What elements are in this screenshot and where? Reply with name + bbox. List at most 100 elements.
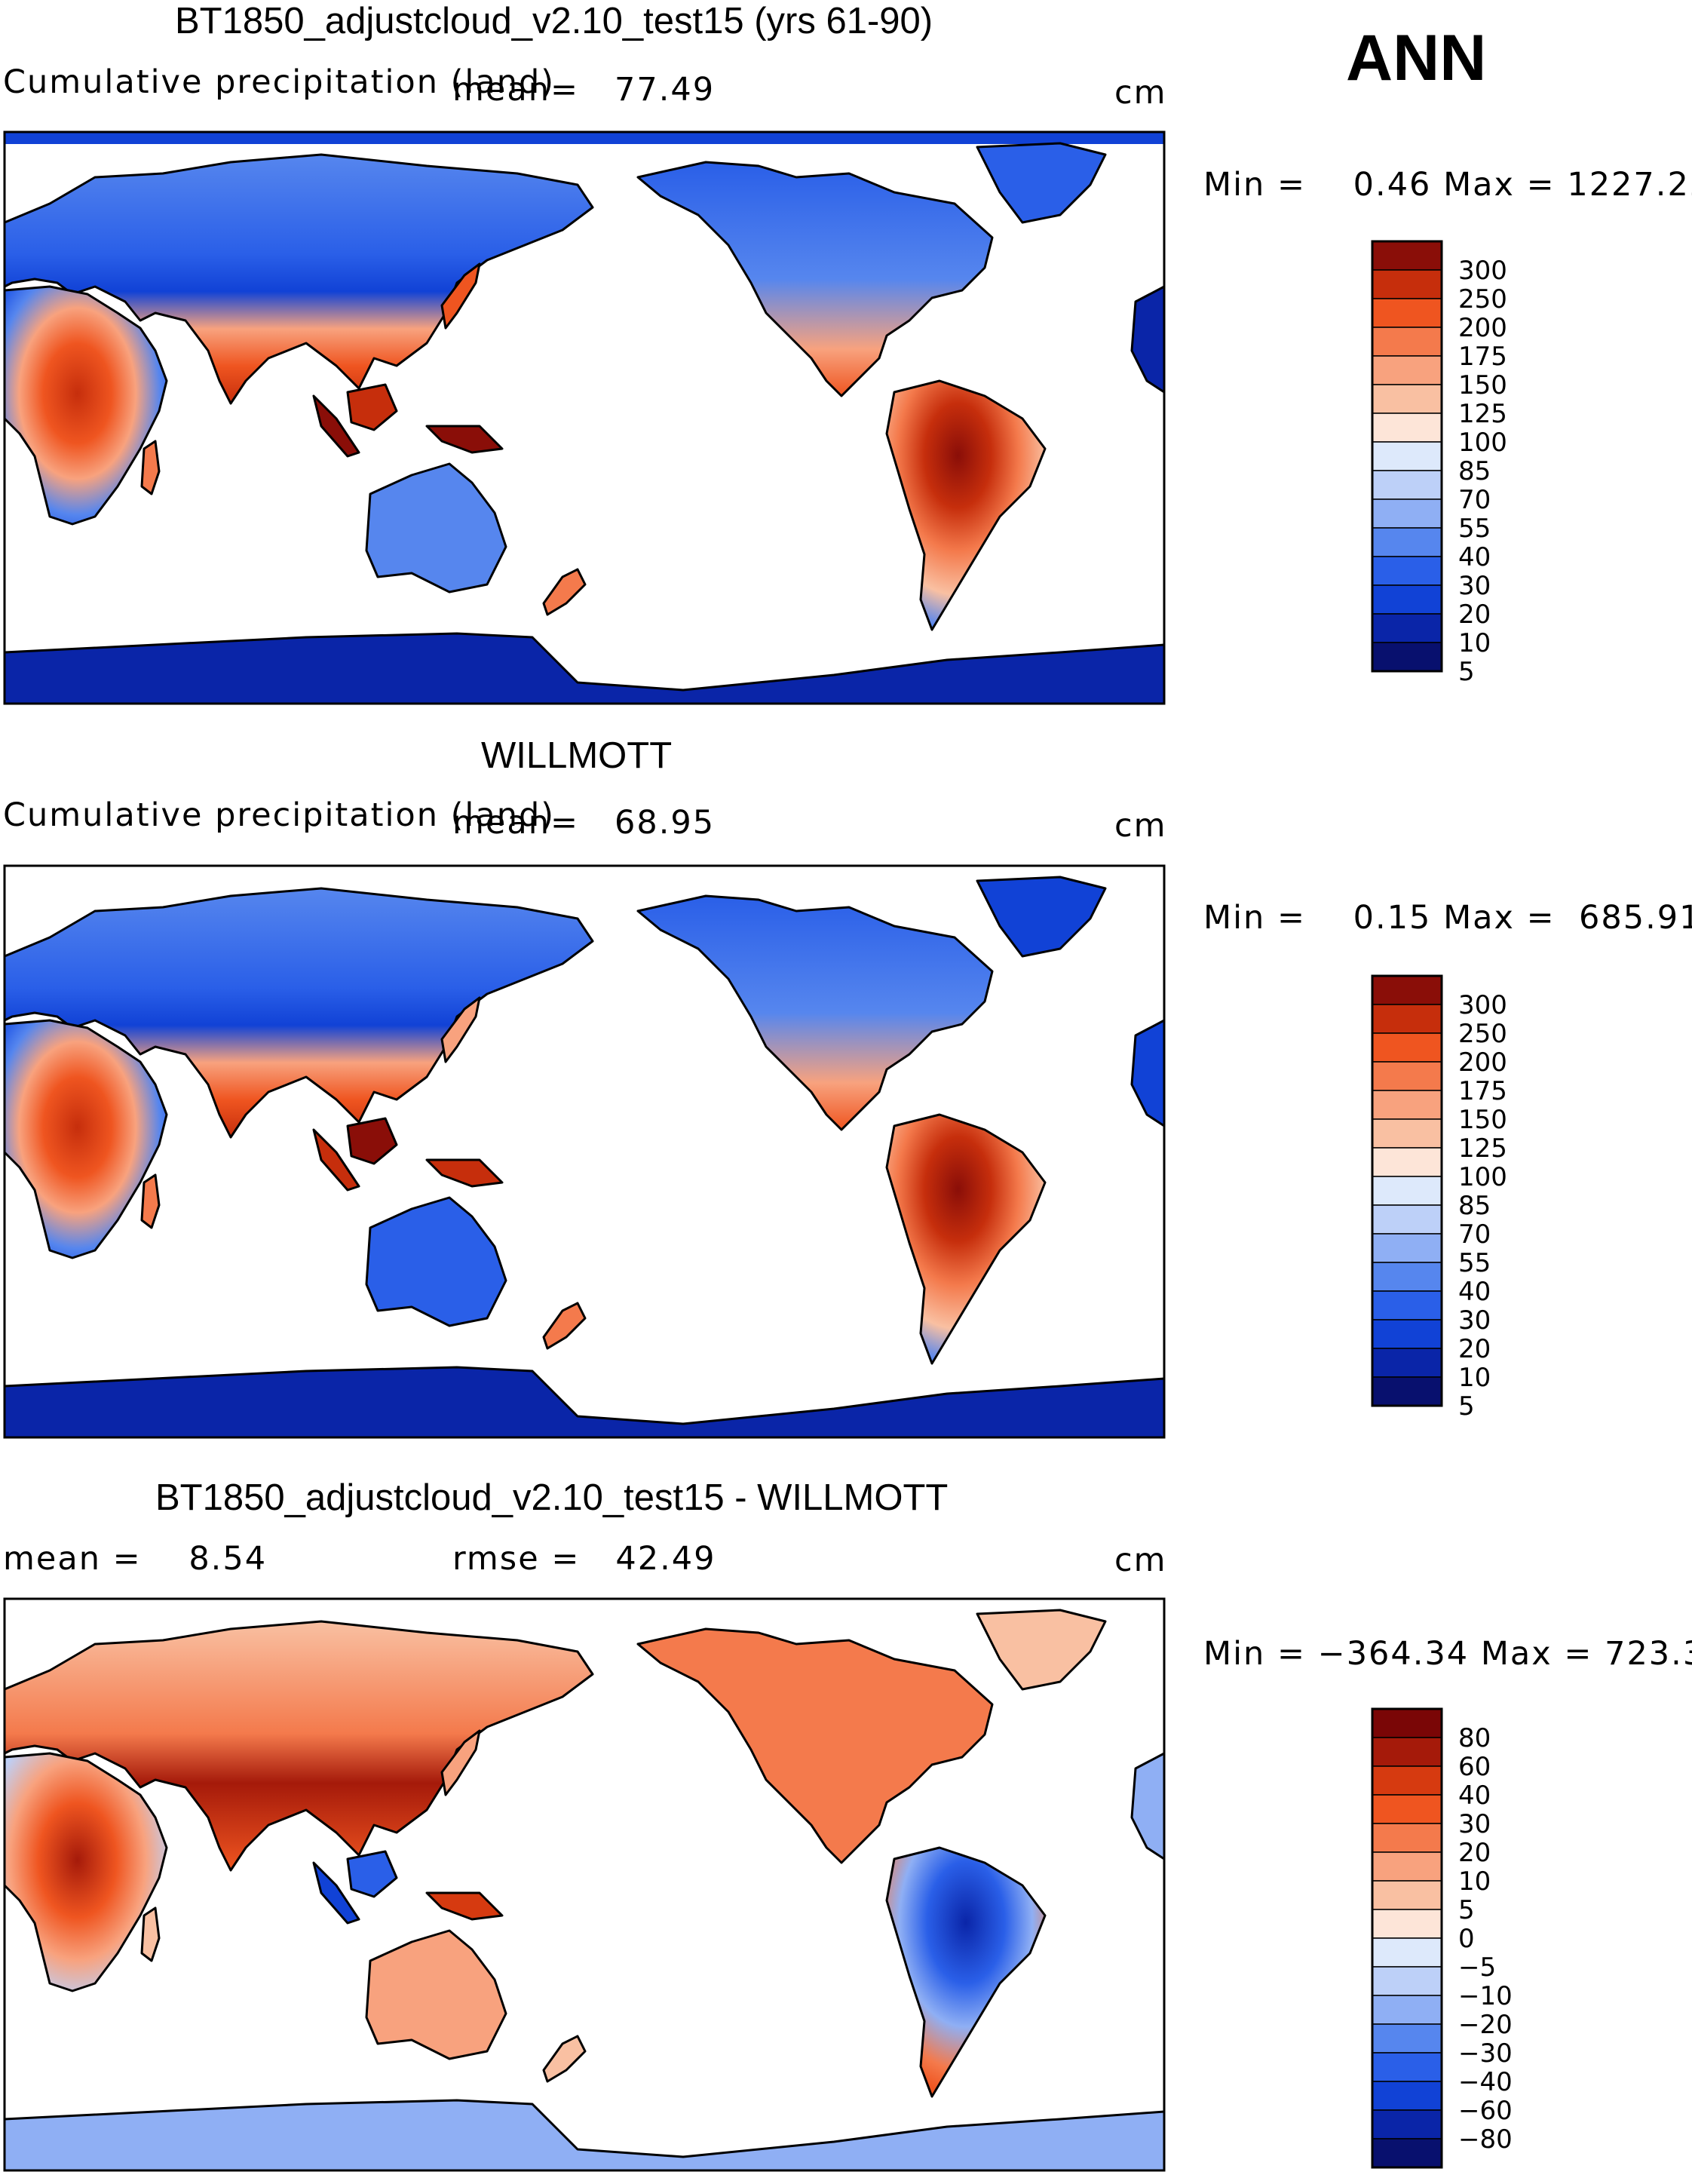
panel3-colorbar-label: 5 [1458, 1895, 1475, 1925]
panel1-colorbar-label: 200 [1458, 313, 1507, 343]
panel3-colorbar-label: −20 [1458, 2010, 1513, 2040]
panel2-eurasia-region [3, 887, 594, 1139]
panel3-colorbar-label: 40 [1458, 1781, 1491, 1811]
panel3-colorbar-swatch [1372, 2138, 1442, 2168]
panel3-colorbar-swatch [1372, 2023, 1442, 2054]
panel3-colorbar-label: −5 [1458, 1952, 1496, 1983]
panel3-colorbar-label: −60 [1458, 2096, 1513, 2126]
panel2-japan-region [440, 996, 481, 1063]
panel2-colorbar-label: 200 [1458, 1048, 1507, 1078]
panel1-colorbar-swatch [1372, 584, 1442, 615]
panel3-colorbar-label: 0 [1458, 1924, 1475, 1954]
panel3-colorbar-swatch [1372, 1823, 1442, 1853]
panel2-greenland-region [976, 876, 1107, 958]
panel1-namerica-region [636, 161, 994, 397]
panel1-colorbar-swatch [1372, 241, 1442, 271]
panel1-colorbar-label: 150 [1458, 370, 1507, 400]
panel2-madagascar-region [140, 1173, 161, 1229]
panel3-colorbar-swatch [1372, 1880, 1442, 1910]
panel2-map-frame [3, 864, 1166, 1439]
panel3-australia-region [365, 1929, 507, 2060]
panel1-colorbar-swatch [1372, 384, 1442, 414]
panel1-colorbar-label: 300 [1458, 256, 1507, 286]
panel1-units: cm [1114, 74, 1167, 112]
panel1-colorbar-swatch [1372, 527, 1442, 557]
panel1-madagascar-region [140, 440, 161, 495]
panel1-colorbar-frame [1371, 240, 1443, 673]
panel3-colorbar-swatch [1372, 2052, 1442, 2082]
panel1-colorbar-label: 30 [1458, 571, 1491, 601]
panel2-mean: mean= 68.95 [452, 804, 716, 842]
panel2-colorbar-label: 125 [1458, 1133, 1507, 1164]
panel1-colorbar-swatch [1372, 556, 1442, 586]
panel2-colorbar-swatch [1372, 1204, 1442, 1235]
panel1-colorbar-label: 175 [1458, 342, 1507, 372]
panel2-samerica-region [885, 1113, 1047, 1365]
panel3-colorbar-swatch [1372, 2109, 1442, 2140]
panel1-borneo-region [346, 383, 398, 431]
panel2-colorbar-label: 300 [1458, 990, 1507, 1020]
panel3-colorbar-frame [1371, 1707, 1443, 2169]
panel1-sumatra-region [312, 394, 360, 458]
panel3-rmse: rmse = 42.49 [452, 1540, 716, 1578]
panel1-nz-region [542, 568, 587, 616]
panel2-colorbar-swatch [1372, 975, 1442, 1005]
panel2-colorbar-label: 55 [1458, 1248, 1491, 1278]
panel2-sumatra-region [312, 1128, 360, 1192]
panel3-greenland-region [976, 1609, 1107, 1691]
panel3-colorbar-label: −80 [1458, 2124, 1513, 2155]
panel3-nz-region [542, 2035, 587, 2083]
panel1-colorbar-label: 5 [1458, 657, 1475, 687]
panel3-wafrica-right-region [1130, 1752, 1166, 1860]
panel2-colorbar-label: 40 [1458, 1277, 1491, 1307]
panel3-japan-region [440, 1729, 481, 1796]
panel2-title: WILLMOTT [481, 735, 673, 776]
panel2-colorbar-frame [1371, 974, 1443, 1407]
panel2-wafrica-right-region [1130, 1019, 1166, 1127]
panel2-colorbar-swatch [1372, 1176, 1442, 1206]
panel1-japan-region [440, 262, 481, 330]
panel2-map [3, 864, 1166, 1439]
panel3-sumatra-region [312, 1861, 360, 1925]
panel3-borneo-region [346, 1850, 398, 1898]
panel3-colorbar-swatch [1372, 2081, 1442, 2111]
panel2-australia-region [365, 1196, 507, 1327]
panel1-colorbar-label: 20 [1458, 600, 1491, 630]
panel2-borneo-region [346, 1117, 398, 1165]
panel3-title: BT1850_adjustcloud_v2.10_test15 - WILLMO… [155, 1477, 949, 1518]
panel3-namerica-region [636, 1627, 994, 1864]
panel2-colorbar-swatch [1372, 1376, 1442, 1406]
panel3-samerica-region [885, 1846, 1047, 2098]
panel2-namerica-region [636, 894, 994, 1131]
panel2-colorbar-label: 250 [1458, 1019, 1507, 1049]
panel1-eurasia-region [3, 153, 594, 405]
panel2-colorbar-swatch [1372, 1118, 1442, 1149]
panel3-colorbar-swatch [1372, 1765, 1442, 1796]
panel2-colorbar-swatch [1372, 1290, 1442, 1321]
panel3-colorbar-label: 20 [1458, 1838, 1491, 1868]
panel3-colorbar-swatch [1372, 1937, 1442, 1968]
panel1-greenland-region [976, 142, 1107, 224]
panel3-africa-region [3, 1752, 168, 1992]
panel3-mean: mean = 8.54 [3, 1540, 268, 1578]
panel2-colorbar-swatch [1372, 1004, 1442, 1034]
panel2-colorbar-swatch [1372, 1032, 1442, 1063]
panel1-newguinea-region [425, 425, 504, 454]
panel1-colorbar-label: 70 [1458, 485, 1491, 515]
panel2-colorbar-label: 70 [1458, 1219, 1491, 1250]
panel2-colorbar-label: 30 [1458, 1305, 1491, 1336]
panel1-samerica-region [885, 379, 1047, 631]
panel2-colorbar-label: 10 [1458, 1363, 1491, 1393]
panel2-colorbar-label: 85 [1458, 1191, 1491, 1221]
panel3-colorbar-swatch [1372, 1909, 1442, 1939]
panel3-map [3, 1597, 1166, 2172]
panel3-colorbar-swatch [1372, 1737, 1442, 1767]
panel3-colorbar-swatch [1372, 1995, 1442, 2025]
panel1-arctic-band [5, 132, 1164, 144]
panel3-minmax: Min = −364.34 Max = 723.30 [1203, 1635, 1692, 1673]
panel1-colorbar-swatch [1372, 613, 1442, 643]
panel1-colorbar-swatch [1372, 642, 1442, 672]
panel2-variable-label: Cumulative precipitation (land) [3, 796, 556, 834]
